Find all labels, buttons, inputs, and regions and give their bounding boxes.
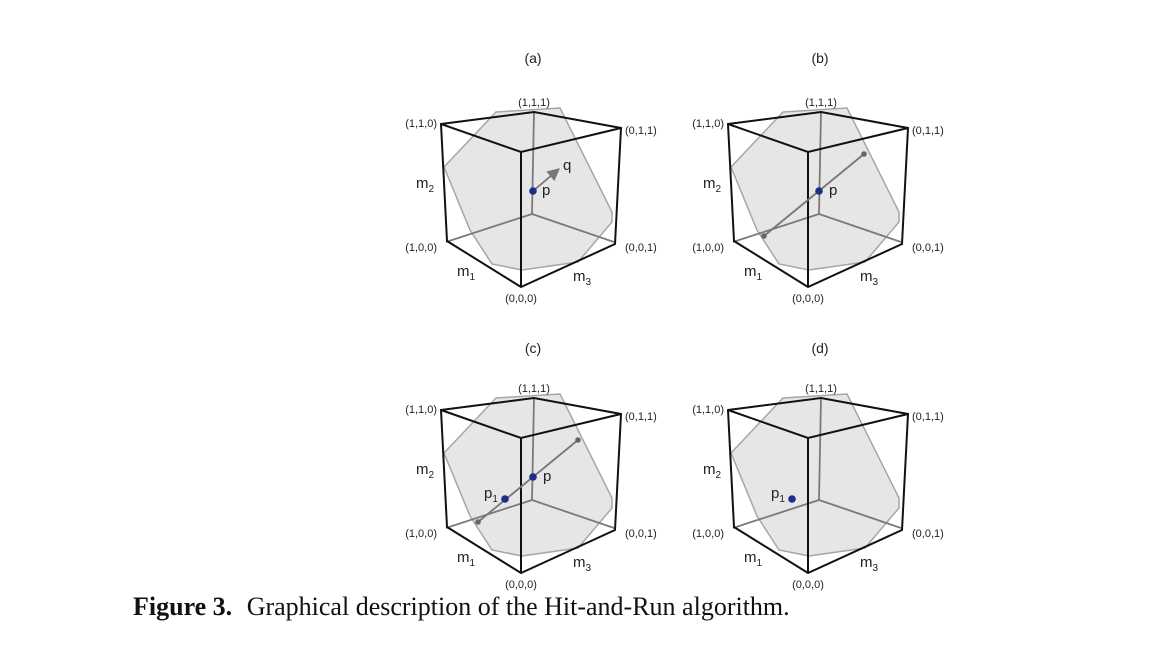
- panel-label: (a): [524, 50, 541, 66]
- vertex-label: (1,1,0): [405, 118, 437, 130]
- polytope: [730, 107, 900, 271]
- vertex-label: (0,0,0): [792, 293, 824, 305]
- chord-endpoint: [761, 233, 767, 239]
- hidden-edge: [818, 397, 822, 501]
- vertex-label: (1,1,0): [692, 404, 724, 416]
- cube-front-edges: [440, 123, 622, 287]
- vertex-label: (0,0,0): [505, 579, 537, 591]
- margin-label-m1: m1: [457, 549, 476, 569]
- margin-label-m3: m3: [860, 554, 879, 574]
- hidden-edge: [531, 397, 535, 501]
- vertex-label: (0,1,1): [625, 125, 657, 137]
- chord-line: [763, 153, 865, 237]
- vertex-label: (1,1,1): [805, 383, 837, 395]
- cube-front-edges: [727, 123, 909, 287]
- hidden-edge: [818, 111, 822, 215]
- vertex-label: (0,1,1): [912, 125, 944, 137]
- panel-a: (a) p q (1,1,1) (1,1,0) (0,1,1) (1,0,0) …: [405, 50, 657, 305]
- point-p1-label: p1: [771, 485, 785, 505]
- chord-endpoint: [861, 151, 867, 157]
- margin-label-m2: m2: [416, 461, 435, 481]
- hidden-edge: [732, 213, 820, 243]
- polytope: [443, 393, 613, 557]
- point-p: [529, 473, 537, 481]
- panel-label: (d): [811, 340, 828, 356]
- direction-q-label: q: [563, 157, 571, 174]
- figure-label: Figure 3.: [133, 592, 233, 621]
- cube-front-edges: [727, 409, 909, 573]
- margin-label-m3: m3: [860, 268, 879, 288]
- vertex-label: (1,1,1): [518, 383, 550, 395]
- hidden-edge: [531, 111, 535, 215]
- vertex-label: (1,1,0): [692, 118, 724, 130]
- point-p1-label: p1: [484, 485, 498, 505]
- vertex-label: (1,0,0): [405, 528, 437, 540]
- cube-outline: [439, 110, 623, 289]
- vertex-label: (1,1,1): [518, 97, 550, 109]
- margin-label-m1: m1: [744, 549, 763, 569]
- panel-d: (d) p1 (1,1,1) (1,1,0) (0,1,1) (1,0,0) (…: [692, 340, 944, 591]
- hidden-edge: [531, 213, 615, 243]
- cube-outline: [726, 110, 910, 289]
- vertex-label: (0,1,1): [912, 411, 944, 423]
- hidden-edge: [818, 499, 902, 529]
- margin-label-m1: m1: [457, 263, 476, 283]
- margin-label-m2: m2: [416, 175, 435, 195]
- panel-label: (b): [811, 50, 828, 66]
- vertex-label: (0,1,1): [625, 411, 657, 423]
- hidden-edge: [445, 213, 533, 243]
- hidden-edge: [818, 213, 902, 243]
- point-p1: [501, 495, 509, 503]
- vertex-label: (1,0,0): [692, 242, 724, 254]
- margin-label-m3: m3: [573, 268, 592, 288]
- point-p: [815, 187, 823, 195]
- vertex-label: (0,0,1): [912, 528, 944, 540]
- panel-b: (b) p (1,1,1) (1,1,0) (0,1,1) (1,0,0) (0…: [692, 50, 944, 305]
- vertex-label: (0,0,1): [625, 528, 657, 540]
- panel-label: (c): [525, 340, 541, 356]
- point-p-label: p: [543, 468, 551, 485]
- vertex-label: (0,0,1): [625, 242, 657, 254]
- vertex-label: (0,0,0): [792, 579, 824, 591]
- figure-caption: Figure 3. Graphical description of the H…: [133, 592, 790, 622]
- point-p1: [788, 495, 796, 503]
- panel-c: (c) p p1 (1,1,1) (1,1,0) (0,1,1) (1,0,0)…: [405, 340, 657, 591]
- vertex-label: (1,1,0): [405, 404, 437, 416]
- chord-line: [477, 439, 579, 523]
- chord-endpoint: [475, 519, 481, 525]
- vertex-label: (0,0,0): [505, 293, 537, 305]
- cube-outline: [439, 396, 623, 575]
- margin-label-m2: m2: [703, 461, 722, 481]
- margin-label-m3: m3: [573, 554, 592, 574]
- chord-endpoint: [575, 437, 581, 443]
- vertex-label: (1,0,0): [405, 242, 437, 254]
- direction-arrow: [532, 168, 560, 192]
- vertex-label: (1,0,0): [692, 528, 724, 540]
- hidden-edge: [732, 499, 820, 529]
- vertex-label: (0,0,1): [912, 242, 944, 254]
- point-p: [529, 187, 537, 195]
- polytope: [443, 107, 613, 271]
- cube-front-edges: [440, 409, 622, 573]
- caption-text: Graphical description of the Hit-and-Run…: [246, 592, 790, 621]
- hidden-edge: [531, 499, 615, 529]
- vertex-label: (1,1,1): [805, 97, 837, 109]
- point-p-label: p: [829, 182, 837, 199]
- point-p-label: p: [542, 182, 550, 199]
- margin-label-m2: m2: [703, 175, 722, 195]
- cube-outline: [726, 396, 910, 575]
- polytope: [730, 393, 900, 557]
- margin-label-m1: m1: [744, 263, 763, 283]
